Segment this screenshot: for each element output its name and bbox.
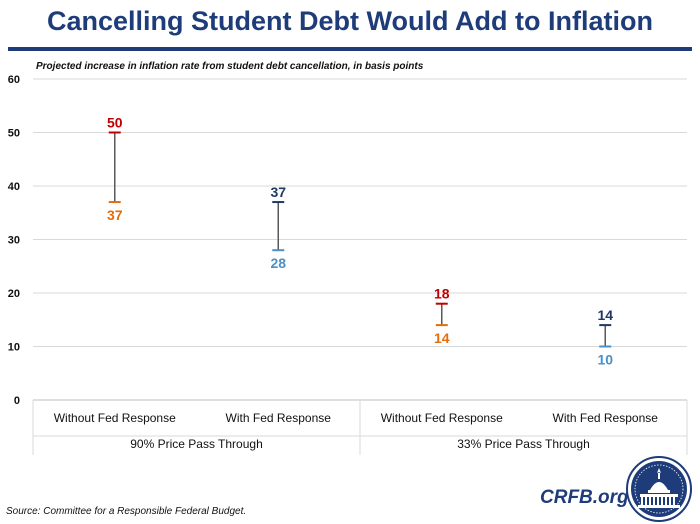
x-category-label: Without Fed Response [54, 411, 176, 425]
y-tick-label: 60 [8, 74, 20, 86]
high-value-label: 18 [434, 286, 450, 302]
y-tick-label: 20 [8, 288, 20, 300]
x-group-label: 90% Price Pass Through [130, 437, 263, 451]
y-tick-label: 10 [8, 342, 20, 354]
low-value-label: 28 [270, 255, 286, 271]
x-category-label: Without Fed Response [381, 411, 503, 425]
low-value-label: 14 [434, 330, 450, 346]
x-category-label: With Fed Response [553, 411, 659, 425]
y-tick-label: 50 [8, 128, 20, 140]
high-value-label: 37 [270, 184, 286, 200]
chart-title: Cancelling Student Debt Would Add to Inf… [47, 6, 653, 36]
high-value-label: 14 [597, 307, 613, 323]
high-value-label: 50 [107, 115, 123, 131]
title-divider [8, 47, 692, 51]
x-category-label: With Fed Response [226, 411, 332, 425]
y-tick-label: 0 [14, 395, 20, 407]
source-note: Source: Committee for a Responsible Fede… [6, 506, 247, 517]
y-tick-label: 30 [8, 235, 20, 247]
x-group-label: 33% Price Pass Through [457, 437, 590, 451]
capitol-seal-icon [626, 456, 692, 522]
y-tick-label: 40 [8, 181, 20, 193]
chart-subtitle: Projected increase in inflation rate fro… [36, 61, 424, 72]
brand-logo-text: CRFB.org [540, 487, 629, 508]
low-value-label: 10 [597, 352, 613, 368]
low-value-label: 37 [107, 207, 123, 223]
range-chart: 0 10 20 30 40 50 60 Without Fed Response With Fe… [8, 74, 688, 455]
